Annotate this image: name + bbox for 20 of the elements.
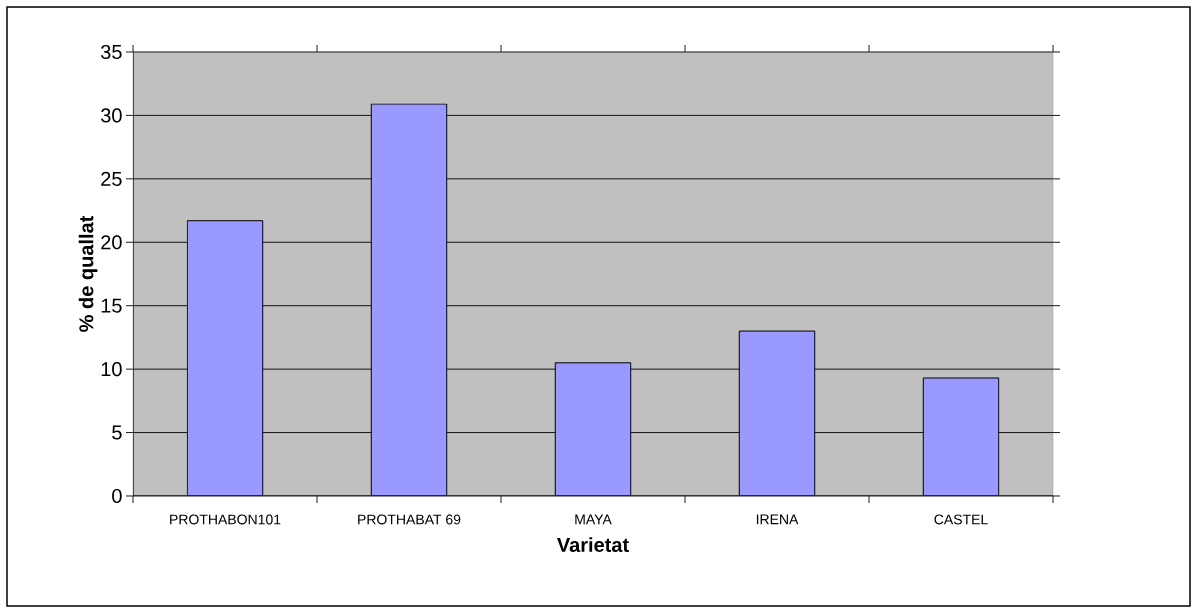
x-tick-label: PROTHABAT 69 (358, 514, 461, 525)
x-tick-label: MAYA (575, 514, 612, 525)
y-tick-label: 30 (101, 108, 122, 123)
bar (922, 377, 1000, 496)
x-axis-title: Varietat (557, 537, 629, 552)
y-tick-label: 10 (101, 362, 122, 377)
bar (554, 362, 632, 496)
y-tick-label: 20 (101, 235, 122, 250)
y-tick-label: 0 (112, 488, 122, 504)
bar (738, 330, 816, 496)
x-tick-label: PROTHABON101 (170, 514, 281, 525)
bar (370, 103, 448, 496)
x-tick-label: IRENA (756, 514, 799, 525)
y-tick-label: 5 (112, 425, 122, 440)
y-tick-label: 35 (101, 44, 122, 60)
y-tick-label: 25 (101, 171, 122, 186)
bar (186, 220, 264, 496)
y-tick-label: 15 (101, 298, 122, 313)
y-axis-title: % de quallat (78, 215, 98, 332)
x-tick-label: CASTEL (934, 514, 988, 525)
